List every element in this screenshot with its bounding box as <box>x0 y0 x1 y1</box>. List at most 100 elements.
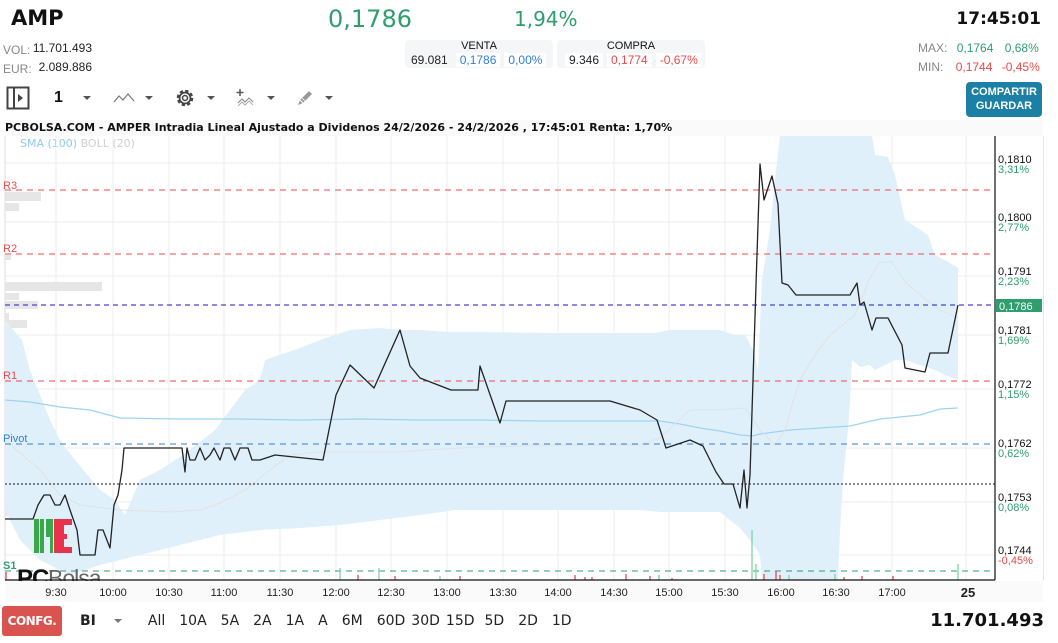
compra-pct: -0,67% <box>655 53 702 67</box>
svg-text:0,1744: 0,1744 <box>998 545 1032 557</box>
line-chart-icon <box>113 93 135 103</box>
svg-text:R2: R2 <box>3 243 17 255</box>
svg-text:17:00: 17:00 <box>878 587 906 599</box>
chevron-down-icon <box>82 96 91 100</box>
venta-box: VENTA 69.081 0,1786 0,00% <box>405 40 553 68</box>
svg-text:16:30: 16:30 <box>822 587 850 599</box>
max-stat: MAX: 0,1764 0,68% <box>918 41 1039 55</box>
sidebar-toggle-icon <box>6 86 30 110</box>
svg-text:16:00: 16:00 <box>767 587 795 599</box>
compra-label: COMPRA <box>606 40 656 52</box>
vol-value: 11.701.493 <box>32 41 92 55</box>
range-1d[interactable]: 1D <box>551 613 572 629</box>
min-label: MIN: <box>918 60 944 74</box>
svg-text:9:30: 9:30 <box>45 587 66 599</box>
level-labels: R3 R2 R1 Pivot S1 <box>3 180 27 572</box>
svg-text:1,69%: 1,69% <box>998 335 1029 347</box>
svg-text:0,1781: 0,1781 <box>998 325 1032 337</box>
svg-text:2,23%: 2,23% <box>998 276 1029 288</box>
chevron-down-icon <box>206 96 215 100</box>
range-a[interactable]: A <box>318 613 328 629</box>
venta-pct: 0,00% <box>504 53 547 67</box>
svg-text:R3: R3 <box>3 180 17 192</box>
gear-icon <box>176 89 194 107</box>
svg-text:12:30: 12:30 <box>377 587 405 599</box>
share-label: COMPARTIR <box>971 86 1037 98</box>
chart-toolbar: 1 <box>6 84 351 112</box>
venta-label: VENTA <box>461 40 497 52</box>
footer-bar: CONFG. BI All 10A 5A 2A 1A A 6M 60D 30D … <box>0 606 1058 638</box>
svg-text:11:30: 11:30 <box>267 587 294 599</box>
price-line <box>5 163 959 556</box>
indicators-icon <box>236 89 254 107</box>
sidebar-toggle-button[interactable] <box>6 86 30 110</box>
svg-text:10:30: 10:30 <box>155 587 183 599</box>
chevron-down-icon <box>266 96 275 100</box>
chart-type-select[interactable] <box>113 92 153 104</box>
price-chart[interactable]: R3 R2 R1 Pivot S1 PC <box>0 0 1058 610</box>
svg-text:0,08%: 0,08% <box>998 502 1029 514</box>
range-1a[interactable]: 1A <box>285 613 305 629</box>
pivot-levels <box>5 189 995 572</box>
range-all[interactable]: All <box>147 613 166 629</box>
settings-select[interactable] <box>173 86 215 110</box>
total-volume: 11.701.493 <box>930 610 1044 631</box>
range-2d[interactable]: 2D <box>518 613 538 629</box>
range-10a[interactable]: 10A <box>179 613 207 629</box>
chevron-down-icon <box>324 96 333 100</box>
svg-text:R1: R1 <box>3 370 17 382</box>
svg-text:13:30: 13:30 <box>489 587 517 599</box>
indicators-select[interactable] <box>235 87 275 109</box>
range-5a[interactable]: 5A <box>220 613 240 629</box>
svg-text:Pivot: Pivot <box>3 433 27 445</box>
boll-middle-line <box>4 261 959 513</box>
svg-text:-0,45%: -0,45% <box>998 555 1033 567</box>
range-30d[interactable]: 30D <box>411 613 440 629</box>
eur-label: EUR: <box>3 62 32 76</box>
mode-select[interactable]: BI <box>80 613 96 629</box>
draw-pencil-icon <box>297 91 312 105</box>
chevron-down-icon <box>144 96 153 100</box>
last-update-time: 17:45:01 <box>956 9 1041 29</box>
max-value: 0,1764 <box>956 41 994 55</box>
volume-bars <box>5 530 959 580</box>
venta-qty: 69.081 <box>411 53 448 67</box>
max-label: MAX: <box>918 41 948 55</box>
config-button[interactable]: CONFG. <box>2 606 62 636</box>
svg-text:0,62%: 0,62% <box>998 448 1029 460</box>
last-price-tag: 0,1786 <box>996 299 1042 313</box>
share-save-button[interactable]: COMPARTIR GUARDAR <box>966 82 1042 117</box>
svg-text:11:00: 11:00 <box>211 587 238 599</box>
range-15d[interactable]: 15D <box>445 613 475 629</box>
last-price: 0,1786 <box>328 5 412 33</box>
venta-price: 0,1786 <box>455 53 501 67</box>
svg-text:1,15%: 1,15% <box>998 389 1029 401</box>
range-5d[interactable]: 5D <box>484 613 505 629</box>
min-value: 0,1744 <box>955 60 993 74</box>
change-percent: 1,94% <box>514 7 578 31</box>
bollinger-band <box>5 136 958 580</box>
svg-text:0,1800: 0,1800 <box>998 212 1032 224</box>
interval-select[interactable]: 1 <box>54 89 91 107</box>
min-stat: MIN: 0,1744 -0,45% <box>918 60 1040 74</box>
max-pct: 0,68% <box>1004 41 1039 55</box>
min-pct: -0,45% <box>1001 60 1040 74</box>
legend-boll[interactable]: BOLL (20) <box>80 137 135 150</box>
chevron-down-icon[interactable] <box>113 619 122 623</box>
svg-text:3,31%: 3,31% <box>998 164 1029 176</box>
interval-value: 1 <box>54 89 63 106</box>
svg-text:2,77%: 2,77% <box>998 222 1029 234</box>
range-6m[interactable]: 6M <box>341 613 363 629</box>
ticker-symbol: AMP <box>11 6 64 30</box>
svg-text:0,1791: 0,1791 <box>998 266 1032 278</box>
svg-text:S1: S1 <box>3 560 16 572</box>
legend-sma[interactable]: SMA (100) <box>20 137 78 150</box>
compra-price: 0,1774 <box>607 53 652 67</box>
draw-tools-select[interactable] <box>295 88 333 108</box>
range-2a[interactable]: 2A <box>253 613 272 629</box>
svg-text:14:30: 14:30 <box>600 587 628 599</box>
range-60d[interactable]: 60D <box>376 613 406 629</box>
sma-line <box>4 399 959 437</box>
svg-text:14:00: 14:00 <box>544 587 572 599</box>
